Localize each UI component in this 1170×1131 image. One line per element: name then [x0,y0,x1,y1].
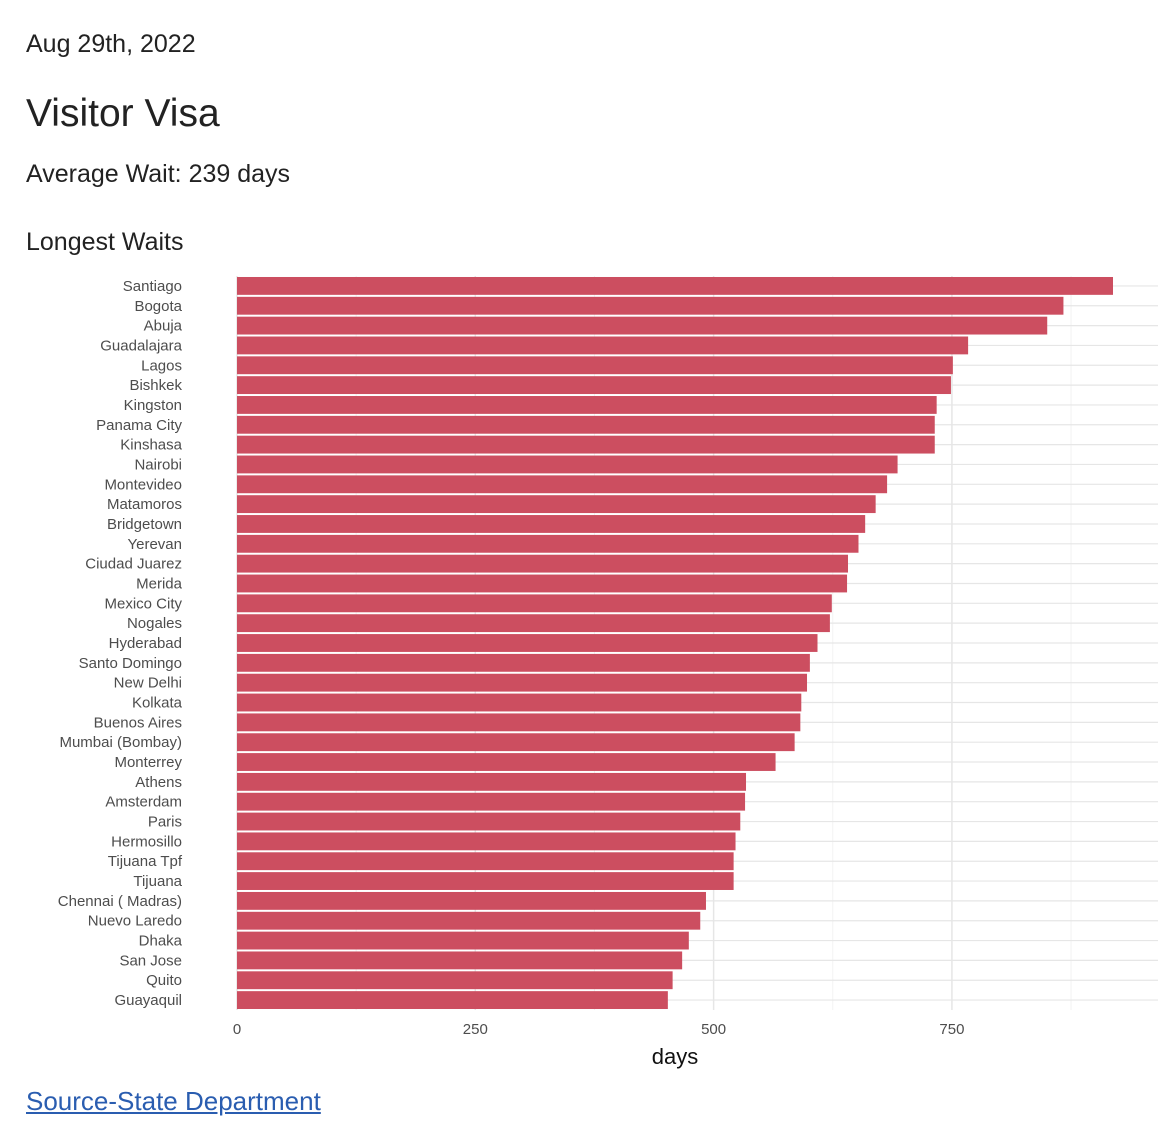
bar [237,574,848,593]
y-tick-label: Lagos [141,357,182,374]
bar [237,594,832,613]
bar [237,495,876,514]
y-tick-label: Tijuana Tpf [108,853,183,870]
bar [237,653,810,672]
y-tick-label: Monterrey [114,754,182,771]
bar [237,733,795,752]
bar [237,435,935,454]
y-tick-label: Nuevo Laredo [88,913,182,930]
bar [237,276,1113,295]
bar [237,891,706,910]
y-tick-label: Santo Domingo [79,655,182,672]
bar [237,455,898,474]
y-tick-label: Amsterdam [105,794,182,811]
bar [237,356,953,375]
y-tick-label: Mexico City [104,595,182,612]
bar [237,931,689,950]
y-tick-label: New Delhi [114,675,182,692]
bar [237,693,802,712]
y-tick-label: Yerevan [128,536,183,553]
bar [237,971,673,990]
y-tick-label: Buenos Aires [94,714,182,731]
bar [237,772,747,791]
y-tick-label: Abuja [144,318,183,335]
date-label: Aug 29th, 2022 [26,30,196,58]
y-tick-label: Guayaquil [114,992,182,1009]
y-tick-label: Guadalajara [100,337,182,354]
bar [237,812,741,831]
bar [237,792,746,811]
y-tick-label: Chennai ( Madras) [58,893,182,910]
y-tick-label: Quito [146,972,182,989]
y-tick-label: Panama City [96,417,182,434]
y-tick-label: Hyderabad [109,635,182,652]
bar [237,415,935,434]
bar [237,832,736,851]
average-wait-label: Average Wait: 239 days [26,160,291,188]
bar [237,713,801,732]
bar [237,336,969,355]
bar [237,673,808,692]
y-tick-label: Tijuana [133,873,182,890]
y-tick-label: Bogota [134,298,182,315]
x-tick-label: 750 [939,1021,964,1038]
bar [237,852,734,871]
y-tick-label: Mumbai (Bombay) [59,734,182,751]
y-tick-label: Ciudad Juarez [85,556,182,573]
bar-chart: Santiago Bogota Abuja Guadalajara Lagos Bishk… [58,276,1158,1069]
x-tick-label: 0 [233,1021,241,1038]
y-tick-label: Athens [135,774,182,791]
source-link[interactable]: Source-State Department [26,1086,321,1116]
bar [237,951,683,970]
y-tick-label: Merida [136,575,183,592]
bar [237,872,734,890]
y-tick-label: Nairobi [134,456,182,473]
y-tick-label: Kinshasa [120,437,182,454]
y-tick-label: Santiago [123,278,182,295]
y-tick-label: Nogales [127,615,182,632]
bar [237,316,1048,335]
y-tick-label: Kolkata [132,695,183,712]
y-tick-label: Bridgetown [107,516,182,533]
y-tick-label: Kingston [124,397,182,414]
y-tick-label: Bishkek [129,377,182,394]
y-tick-label: Montevideo [104,476,182,493]
x-tick-label: 250 [463,1021,488,1038]
bar [237,554,849,573]
bar [237,634,818,652]
bar [237,475,888,494]
bar [237,753,776,771]
bar [237,614,830,633]
bar [237,296,1064,315]
page-title: Visitor Visa [26,92,220,135]
y-tick-label: Matamoros [107,496,182,513]
bar [237,396,937,414]
bar [237,376,951,395]
x-axis-title: days [652,1044,698,1069]
y-tick-label: Hermosillo [111,833,182,850]
x-tick-label: 500 [701,1021,726,1038]
bar [237,911,701,930]
bar [237,534,859,553]
y-tick-label: San Jose [119,952,182,969]
bar [237,515,866,533]
y-tick-label: Dhaka [139,933,183,950]
chart-title: Longest Waits [26,228,184,256]
bar [237,991,668,1010]
y-tick-label: Paris [148,814,182,831]
